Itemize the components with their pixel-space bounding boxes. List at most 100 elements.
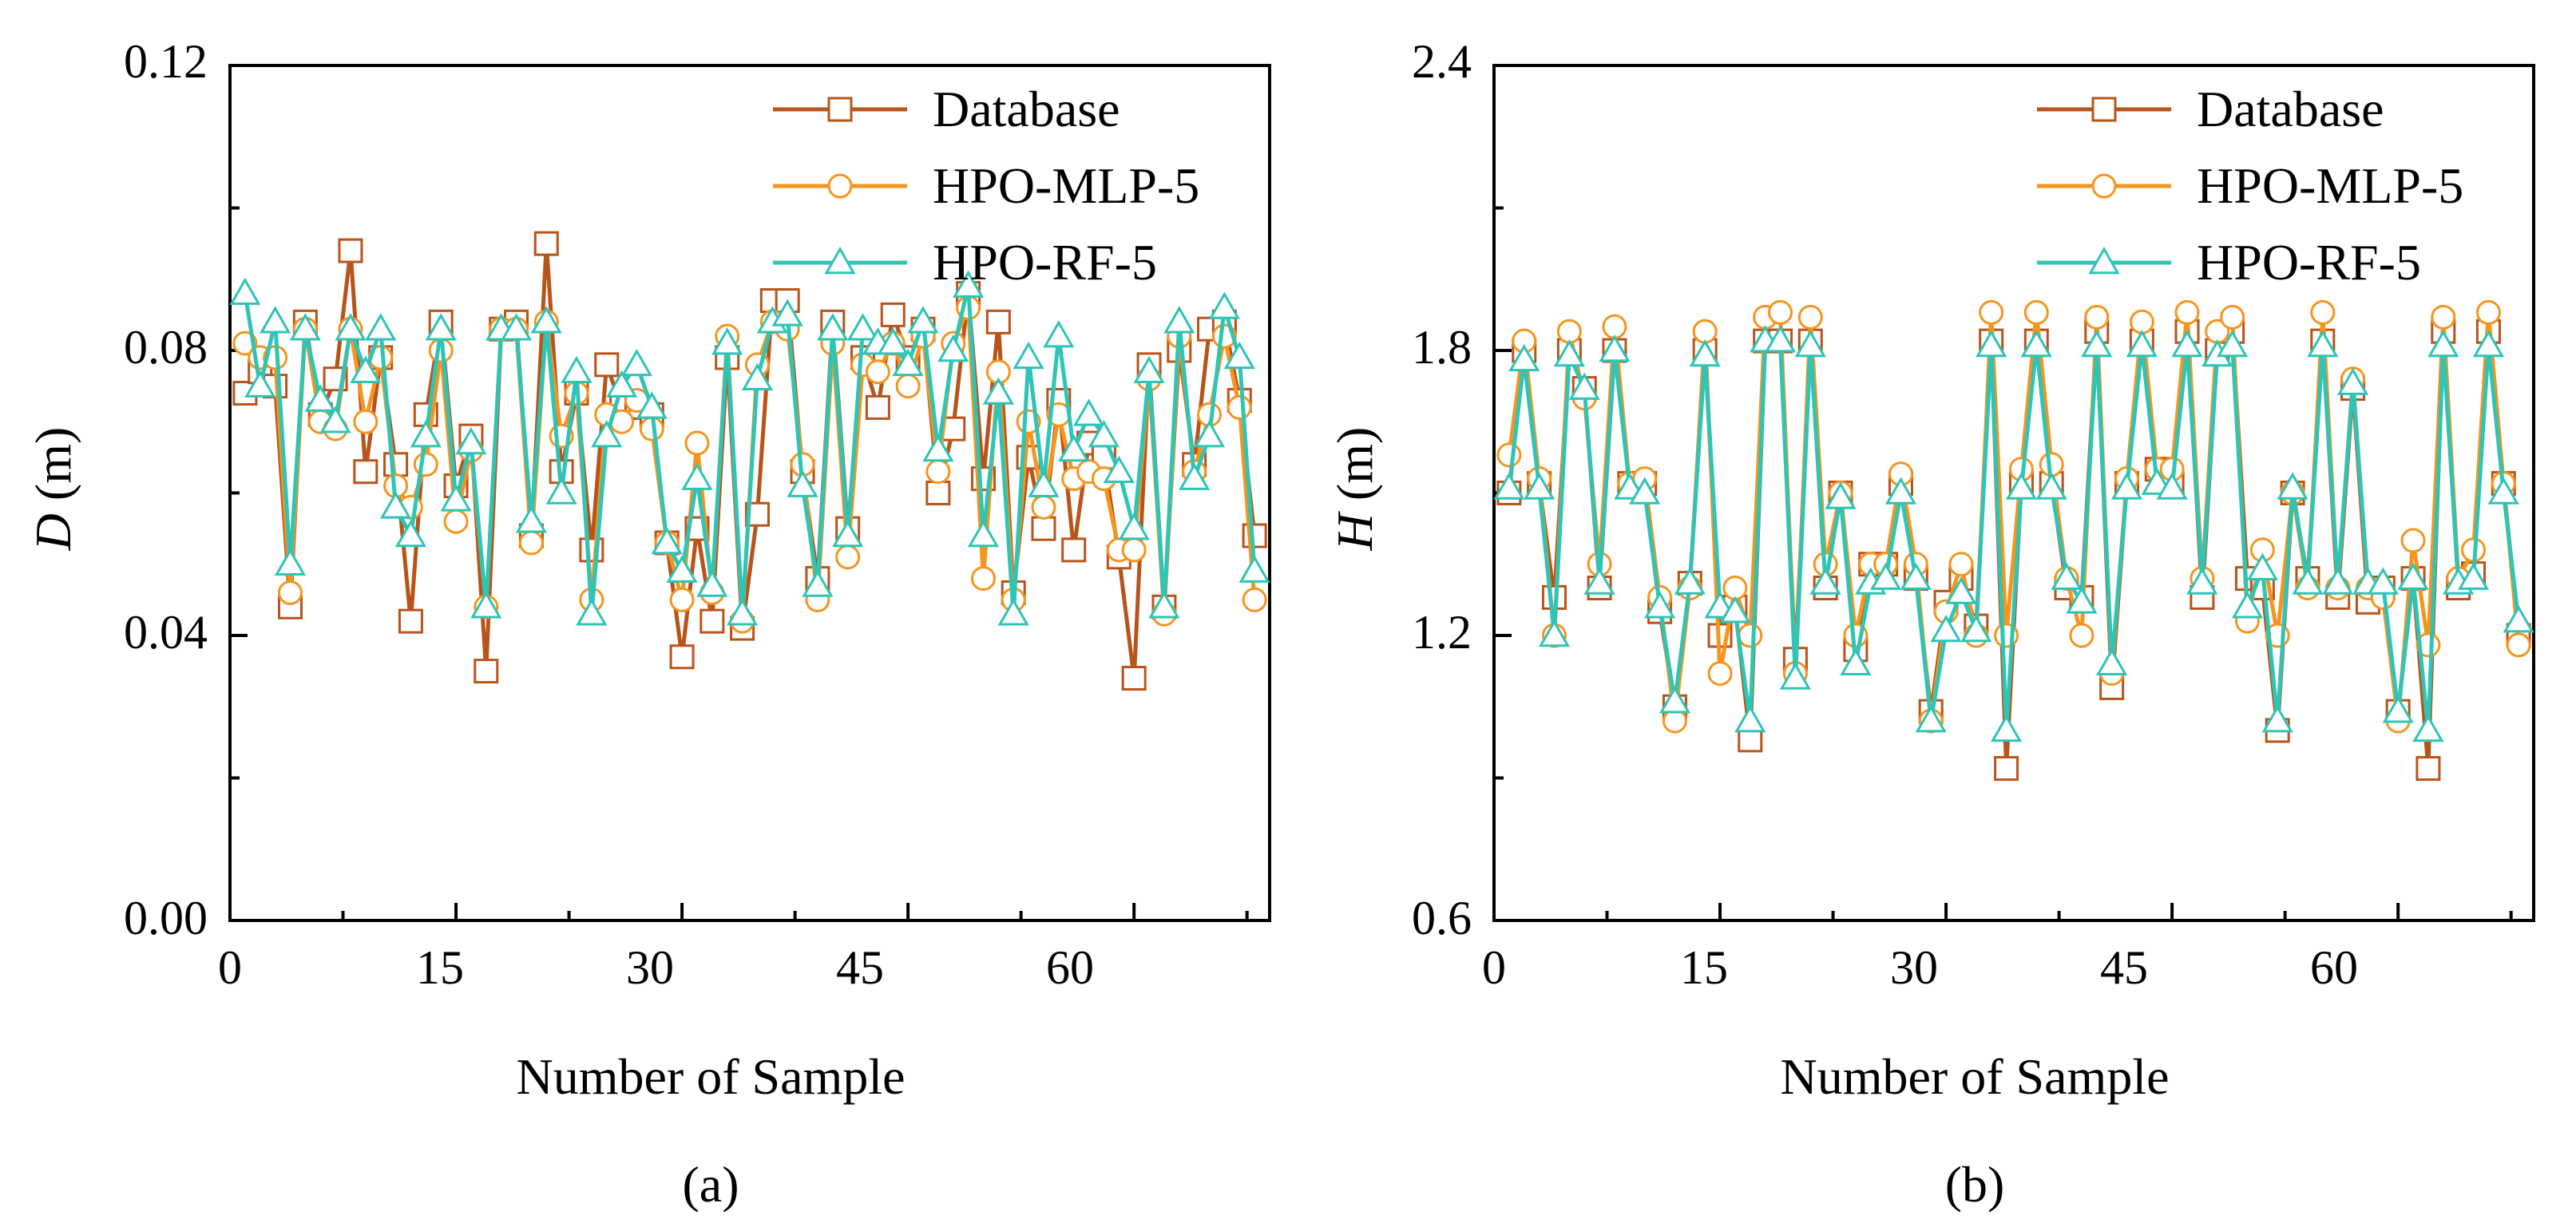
data-point-a-2-29 xyxy=(666,555,698,583)
data-point-a-0-7 xyxy=(338,238,363,263)
data-point-a-0-29 xyxy=(669,644,695,670)
data-point-a-0-43 xyxy=(880,302,906,327)
data-point-a-2-0 xyxy=(229,277,261,305)
series-b-1 xyxy=(1496,299,2531,734)
data-point-a-2-63 xyxy=(1179,462,1211,490)
data-point-b-2-26 xyxy=(1884,477,1917,505)
data-point-a-2-34 xyxy=(741,362,774,390)
data-point-a-2-55 xyxy=(1058,433,1090,462)
data-point-b-2-37 xyxy=(2051,562,2083,590)
data-point-b-2-0 xyxy=(1493,472,1525,500)
data-point-a-1-8 xyxy=(353,409,378,434)
data-point-b-2-5 xyxy=(1568,372,1600,400)
data-point-a-1-42 xyxy=(865,359,890,385)
data-point-a-1-59 xyxy=(1121,537,1147,563)
data-point-a-2-57 xyxy=(1088,420,1120,448)
data-point-a-2-37 xyxy=(787,469,818,497)
y-axis-title-b: H (m) xyxy=(1326,427,1383,552)
data-point-a-2-14 xyxy=(440,484,472,512)
data-point-b-1-18 xyxy=(1768,299,1793,325)
data-point-a-2-31 xyxy=(696,569,728,597)
legend-marker-b-2 xyxy=(2088,246,2120,275)
series-a-2 xyxy=(229,270,1270,626)
data-point-b-2-39 xyxy=(2081,330,2113,358)
data-point-a-2-65 xyxy=(1208,291,1240,319)
data-point-b-2-32 xyxy=(1976,330,2007,358)
data-point-a-1-66 xyxy=(1227,394,1252,420)
data-point-b-1-20 xyxy=(1797,304,1823,330)
data-point-b-2-41 xyxy=(2110,472,2143,500)
data-point-b-2-9 xyxy=(1629,477,1661,505)
data-point-a-2-6 xyxy=(319,406,351,433)
data-point-a-0-11 xyxy=(398,608,423,634)
data-point-a-2-32 xyxy=(711,327,743,355)
data-point-b-1-39 xyxy=(2084,304,2110,330)
data-point-b-2-66 xyxy=(2487,477,2519,505)
data-point-b-2-38 xyxy=(2066,586,2098,614)
data-point-a-2-56 xyxy=(1072,398,1105,426)
data-point-a-2-38 xyxy=(802,569,834,597)
data-point-b-2-64 xyxy=(2457,562,2490,590)
data-point-a-2-60 xyxy=(1133,355,1165,384)
data-point-a-0-46 xyxy=(925,481,951,505)
data-point-b-2-33 xyxy=(1990,714,2023,742)
ytick-label-a-1: 0.04 xyxy=(124,606,208,659)
data-point-a-1-49 xyxy=(970,566,996,592)
data-point-b-2-13 xyxy=(1689,338,1721,367)
data-point-a-0-16 xyxy=(474,659,499,684)
data-point-b-2-25 xyxy=(1870,562,1902,590)
data-point-b-1-48 xyxy=(2220,304,2245,330)
data-point-a-2-30 xyxy=(681,462,713,490)
data-point-a-0-8 xyxy=(353,459,378,485)
data-point-a-2-25 xyxy=(606,370,638,398)
data-point-a-2-18 xyxy=(500,313,533,341)
data-point-b-1-35 xyxy=(2023,299,2049,325)
data-point-b-1-60 xyxy=(2400,528,2426,553)
data-point-b-2-58 xyxy=(2367,567,2399,595)
data-point-a-0-50 xyxy=(985,309,1011,334)
legend-b: Database HPO-MLP-5 HPO-RF-5 xyxy=(2197,81,2463,291)
data-point-b-2-28 xyxy=(1915,705,1947,733)
series-line-b-2 xyxy=(1507,338,2521,733)
panel-b: 0.6 1.2 1.8 2.4 0 15 30 45 60 Number of … xyxy=(1326,35,2535,1213)
data-point-a-2-40 xyxy=(832,520,864,548)
legend-marker-a-2 xyxy=(824,246,856,275)
data-point-a-2-4 xyxy=(289,313,321,341)
data-point-b-2-42 xyxy=(2126,330,2158,358)
data-point-b-2-49 xyxy=(2231,591,2264,619)
panel-a: 0.00 0.04 0.08 0.12 0 15 30 45 60 Number… xyxy=(25,35,1271,1213)
data-point-a-0-53 xyxy=(1031,516,1056,541)
data-point-b-2-4 xyxy=(1553,338,1585,367)
data-point-b-2-51 xyxy=(2261,705,2293,733)
data-point-b-2-36 xyxy=(2035,472,2067,500)
ytick-label-b-0: 0.6 xyxy=(1412,892,1472,944)
xtick-label-a-3: 45 xyxy=(836,941,884,994)
data-point-b-2-35 xyxy=(2020,330,2052,358)
xtick-label-b-3: 45 xyxy=(2100,941,2148,994)
data-point-a-2-5 xyxy=(304,384,336,412)
data-point-a-1-19 xyxy=(518,530,544,556)
data-point-b-1-67 xyxy=(2506,632,2531,658)
data-point-a-2-58 xyxy=(1103,455,1135,483)
data-point-b-1-16 xyxy=(1738,623,1763,648)
data-point-b-2-62 xyxy=(2427,330,2459,358)
data-point-b-2-61 xyxy=(2412,714,2444,742)
data-point-b-1-0 xyxy=(1496,442,1522,468)
data-point-b-2-15 xyxy=(1719,596,1751,623)
ytick-label-b-2: 1.8 xyxy=(1412,321,1472,374)
data-point-a-2-62 xyxy=(1163,306,1195,334)
legend-marker-a-1 xyxy=(827,173,853,199)
legend-marker-a-0 xyxy=(827,97,853,122)
data-point-b-2-46 xyxy=(2186,567,2218,595)
data-point-a-2-1 xyxy=(244,370,276,398)
data-point-a-0-42 xyxy=(865,394,890,420)
legend-marker-b-1 xyxy=(2091,173,2117,199)
ytick-label-b-3: 2.4 xyxy=(1412,35,1472,88)
data-point-a-2-51 xyxy=(997,598,1029,626)
data-point-a-0-24 xyxy=(594,352,620,378)
data-point-b-2-59 xyxy=(2382,695,2414,723)
xtick-label-a-2: 30 xyxy=(626,941,674,994)
data-point-a-2-53 xyxy=(1028,469,1060,497)
data-point-a-2-50 xyxy=(982,377,1014,405)
data-point-b-0-33 xyxy=(1994,756,2019,782)
